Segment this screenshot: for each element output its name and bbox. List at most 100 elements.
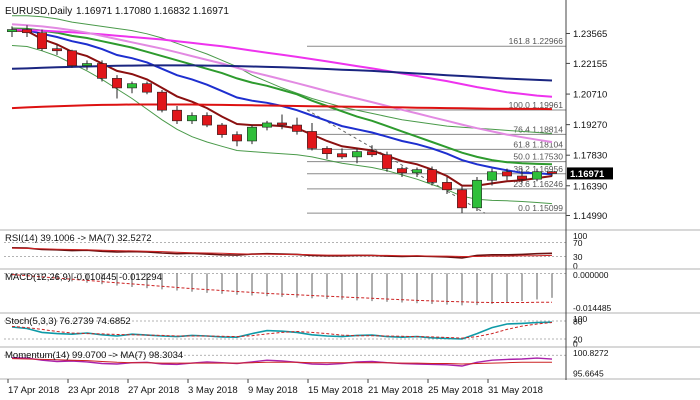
indicator-axis-label: 100 xyxy=(573,231,587,241)
candle-body xyxy=(187,115,197,122)
candle-body xyxy=(262,122,272,128)
fib-level-label: 100.0 1.19961 xyxy=(509,100,564,110)
candle-body xyxy=(37,32,47,49)
candle-body xyxy=(292,124,302,132)
macd-panel: MACD(12,26,9) -0.010445 -0.012294 0.00000… xyxy=(4,270,612,313)
candle-body xyxy=(367,151,377,156)
candle-body xyxy=(397,168,407,174)
indicator-axis-label: 100.8272 xyxy=(573,348,609,358)
bollinger-band-line xyxy=(12,15,553,135)
candle-body xyxy=(247,126,257,142)
candle-body xyxy=(22,29,32,34)
candle-body xyxy=(202,115,212,126)
candle-body xyxy=(307,131,317,149)
candle-body xyxy=(127,83,137,89)
price-tick-label: 1.17830 xyxy=(573,151,607,162)
price-tick-label: 1.19270 xyxy=(573,120,607,131)
time-tick-label: 27 Apr 2018 xyxy=(128,385,179,396)
moving-average-line xyxy=(11,27,553,166)
fib-level-label: 76.4 1.18814 xyxy=(513,124,563,134)
symbol-label: EURUSD,Daily xyxy=(5,6,72,17)
price-tick-label: 1.22155 xyxy=(573,59,607,70)
indicator-label: Stoch(5,3,3) 76.2739 74.6852 xyxy=(5,316,131,327)
candle-body xyxy=(82,63,92,66)
last-price-tag xyxy=(567,167,613,180)
time-axis: 17 Apr 2018 23 Apr 2018 27 Apr 2018 3 May 2… xyxy=(7,379,543,396)
time-tick-label: 31 May 2018 xyxy=(488,385,543,396)
fib-level-label: 38.2 1.16956 xyxy=(513,164,563,174)
price-panel: 161.8 1.22966 100.0 1.19961 76.4 1.18814 61… xyxy=(7,15,566,214)
indicator-axis-label: 0 xyxy=(573,261,578,271)
indicator-line xyxy=(11,321,553,340)
candle-body xyxy=(352,151,362,158)
momentum-panel: Momentum(14) 99.0700 -> MA(7) 98.3034 100… xyxy=(4,348,609,379)
time-tick-label: 25 May 2018 xyxy=(428,385,483,396)
time-tick-label: 21 May 2018 xyxy=(368,385,423,396)
candle-body xyxy=(427,169,437,183)
fib-level-label: 23.6 1.16246 xyxy=(513,179,563,189)
fib-level-label: 161.8 1.22966 xyxy=(509,36,564,46)
indicator-label: MACD(12,26,9) -0.010445 -0.012294 xyxy=(5,272,162,283)
candle-body xyxy=(322,148,332,155)
price-tick-label: 1.23565 xyxy=(573,29,607,40)
panel-separators xyxy=(0,229,700,380)
time-tick-label: 15 May 2018 xyxy=(308,385,363,396)
candle-body xyxy=(382,154,392,169)
last-price-label: 1.16971 xyxy=(570,169,605,180)
indicator-line xyxy=(11,247,553,257)
fib-anchor-line xyxy=(306,109,486,214)
time-tick-label: 23 Apr 2018 xyxy=(68,385,119,396)
moving-average-line xyxy=(11,23,553,143)
candle-body xyxy=(97,63,107,79)
indicator-line xyxy=(11,358,552,365)
indicator-label: RSI(14) 39.1006 -> MA(7) 32.5272 xyxy=(5,233,152,244)
ohlc-readout: 1.16971 1.17080 1.16832 1.16971 xyxy=(76,6,229,17)
candle-body xyxy=(217,124,227,135)
indicator-line xyxy=(11,322,553,339)
price-tick-label: 1.14990 xyxy=(573,211,607,222)
candle-body xyxy=(52,48,62,52)
indicator-label: Momentum(14) 99.0700 -> MA(7) 98.3034 xyxy=(5,350,183,361)
candle-body xyxy=(337,153,347,158)
time-tick-label: 17 Apr 2018 xyxy=(8,385,59,396)
indicator-axis-label: 0.000000 xyxy=(573,270,609,280)
candle-body xyxy=(517,175,527,180)
indicator-line xyxy=(11,274,552,303)
price-axis: 1.23565 1.22155 1.20710 1.19270 1.17830 1.163… xyxy=(565,0,613,380)
candle-body xyxy=(532,171,542,180)
candle-body xyxy=(487,171,497,181)
candle-body xyxy=(7,29,17,32)
moving-average-line xyxy=(11,28,553,98)
candle-body xyxy=(442,182,452,191)
fib-level-label: 50.0 1.17530 xyxy=(513,152,563,162)
moving-average-line xyxy=(11,103,553,111)
candle-body xyxy=(142,83,152,93)
candle-body xyxy=(67,50,77,66)
candle-body xyxy=(547,171,557,174)
indicator-axis-label: 0 xyxy=(573,339,578,349)
candle-body xyxy=(457,189,467,209)
candle-body xyxy=(412,169,422,174)
fib-level-label: 61.8 1.18104 xyxy=(513,139,563,149)
time-tick-label: 9 May 2018 xyxy=(248,385,298,396)
indicator-axis-label: 95.6645 xyxy=(573,369,604,379)
indicator-axis-label: -0.014485 xyxy=(573,303,612,313)
candle-body xyxy=(472,179,482,209)
candle-body xyxy=(172,109,182,122)
candle-body xyxy=(502,171,512,177)
indicator-axis-label: 70 xyxy=(573,238,583,248)
candle-body xyxy=(157,91,167,111)
indicator-line xyxy=(11,357,553,367)
candle-body xyxy=(232,134,242,142)
indicator-axis-label: 80 xyxy=(573,317,583,327)
candle-body xyxy=(112,78,122,89)
indicator-axis-label: 20 xyxy=(573,335,583,345)
price-tick-label: 1.20710 xyxy=(573,90,607,101)
indicator-axis-label: 100 xyxy=(573,314,587,324)
candles xyxy=(7,25,557,214)
candle-body xyxy=(277,122,287,126)
time-tick-label: 3 May 2018 xyxy=(188,385,238,396)
